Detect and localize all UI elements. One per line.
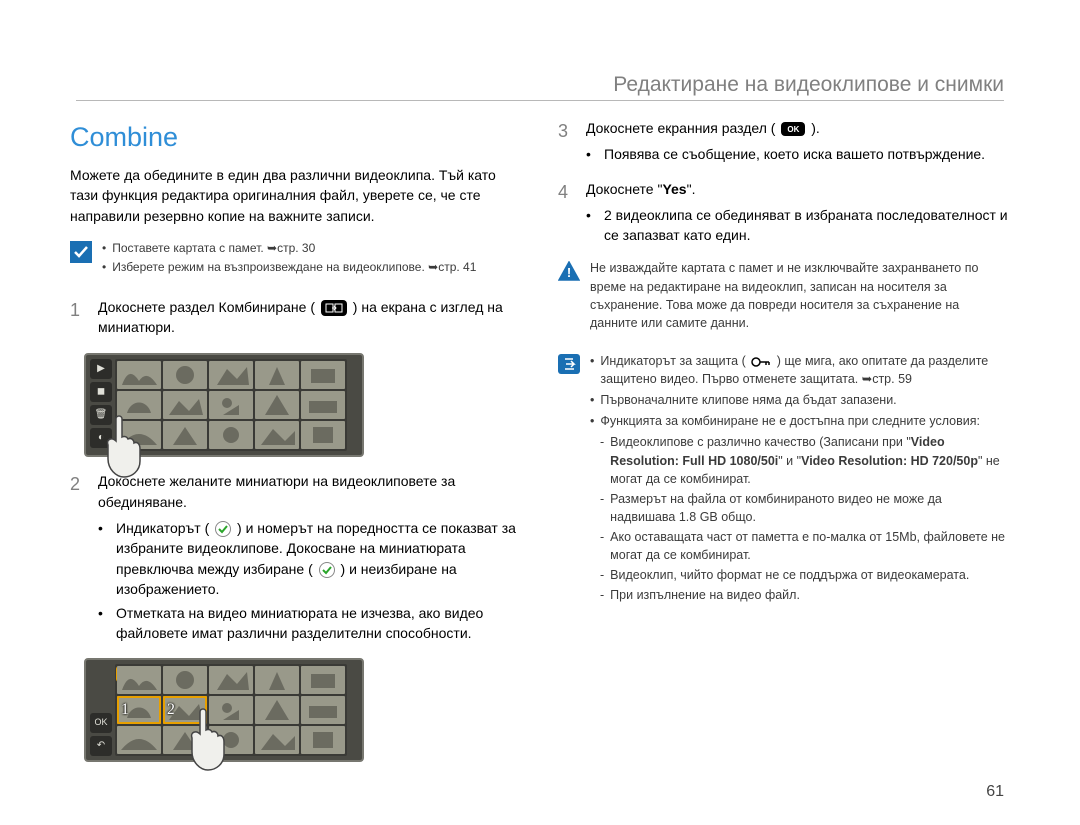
warning-note: ! Не изваждайте картата с памет и не изк… [558, 259, 1010, 332]
info-list: • Индикаторът за защита ( ) ще мига, ако… [590, 352, 1010, 607]
info-sub-item: Видеоклип, чийто формат не се поддържа о… [610, 566, 969, 584]
step-3: 3 Докоснете екранния раздел ( OK ). •Поя… [558, 118, 1010, 169]
precheck-check-icon [70, 241, 92, 263]
step-number: 1 [70, 297, 84, 344]
ss1-sidebar-btn: ◐ [90, 428, 112, 448]
check-green-icon [319, 562, 335, 578]
info-item: Индикаторът за защита ( ) ще мига, ако о… [600, 352, 1010, 388]
info-sub-item: Видеоклипове с различно качество (Записа… [610, 433, 1010, 487]
step-number: 4 [558, 179, 572, 250]
info-item: Първоначалните клипове няма да бъдат зап… [600, 391, 896, 409]
check-green-icon [215, 521, 231, 537]
step-text: Докоснете желаните миниатюри на видеокли… [98, 471, 522, 512]
step-2: 2 Докоснете желаните миниатюри на видеок… [70, 471, 522, 647]
step2-bullet: Отметката на видео миниатюрата не изчезв… [116, 603, 522, 644]
step-text: Докоснете "Yes". [586, 179, 1010, 199]
precheck-list: •Поставете картата с памет. ➥стр. 30 •Из… [102, 240, 476, 279]
warning-icon: ! [558, 261, 580, 281]
info-sub-item: Размерът на файла от комбинираното видео… [610, 490, 1010, 526]
intro-text: Можете да обедините в един два различни … [70, 165, 522, 226]
precheck-item: Изберете режим на възпроизвеждане на вид… [112, 259, 476, 276]
ok-icon: OK [781, 122, 805, 136]
page-number: 61 [986, 780, 1004, 803]
step-1: 1 Докоснете раздел Комбиниране ( ) на ек… [70, 297, 522, 344]
step-number: 2 [70, 471, 84, 647]
info-icon [558, 354, 580, 374]
screenshot-2: OK ↶ 1 2 [84, 658, 364, 762]
info-sub-item: Ако оставащата част от паметта е по-малк… [610, 528, 1010, 564]
warning-text: Не изваждайте картата с памет и не изклю… [590, 259, 1010, 332]
right-column: 3 Докоснете екранния раздел ( OK ). •Поя… [558, 118, 1010, 776]
info-item: Функцията за комбиниране не е достъпна п… [600, 412, 980, 430]
screenshot-1: ▶ ◼ 🗑 ◐ [84, 353, 364, 457]
ss2-back-btn: ↶ [90, 736, 112, 756]
step3-bullet: Появява се съобщение, което иска вашето … [604, 144, 985, 164]
step4-bullet: 2 видеоклипа се обединяват в избраната п… [604, 205, 1010, 246]
section-heading: Combine [70, 118, 522, 157]
ss1-sidebar-btn: ▶ [90, 359, 112, 379]
ss1-sidebar-btn: ◼ [90, 382, 112, 402]
step-text: Докоснете екранния раздел ( OK ). [586, 118, 1010, 138]
info-note: • Индикаторът за защита ( ) ще мига, ако… [558, 352, 1010, 607]
page-breadcrumb: Редактиране на видеоклипове и снимки [613, 70, 1004, 100]
precheck-box: •Поставете картата с памет. ➥стр. 30 •Из… [70, 240, 522, 279]
precheck-item: Поставете картата с памет. ➥стр. 30 [112, 240, 315, 257]
combine-icon [321, 300, 347, 316]
step2-bullet: Индикаторът ( ) и номерът на поредността… [116, 518, 522, 599]
svg-text:!: ! [567, 265, 571, 280]
info-sub-item: При изпълнение на видео файл. [610, 586, 800, 604]
header-rule [76, 100, 1004, 101]
ss2-ok-btn: OK [90, 713, 112, 733]
left-column: Combine Можете да обедините в един два р… [70, 118, 522, 776]
key-lock-icon [751, 356, 771, 368]
ss1-sidebar-btn: 🗑 [90, 405, 112, 425]
step-number: 3 [558, 118, 572, 169]
step-text: Докоснете раздел Комбиниране ( ) на екра… [98, 297, 522, 338]
step-4: 4 Докоснете "Yes". •2 видеоклипа се обед… [558, 179, 1010, 250]
